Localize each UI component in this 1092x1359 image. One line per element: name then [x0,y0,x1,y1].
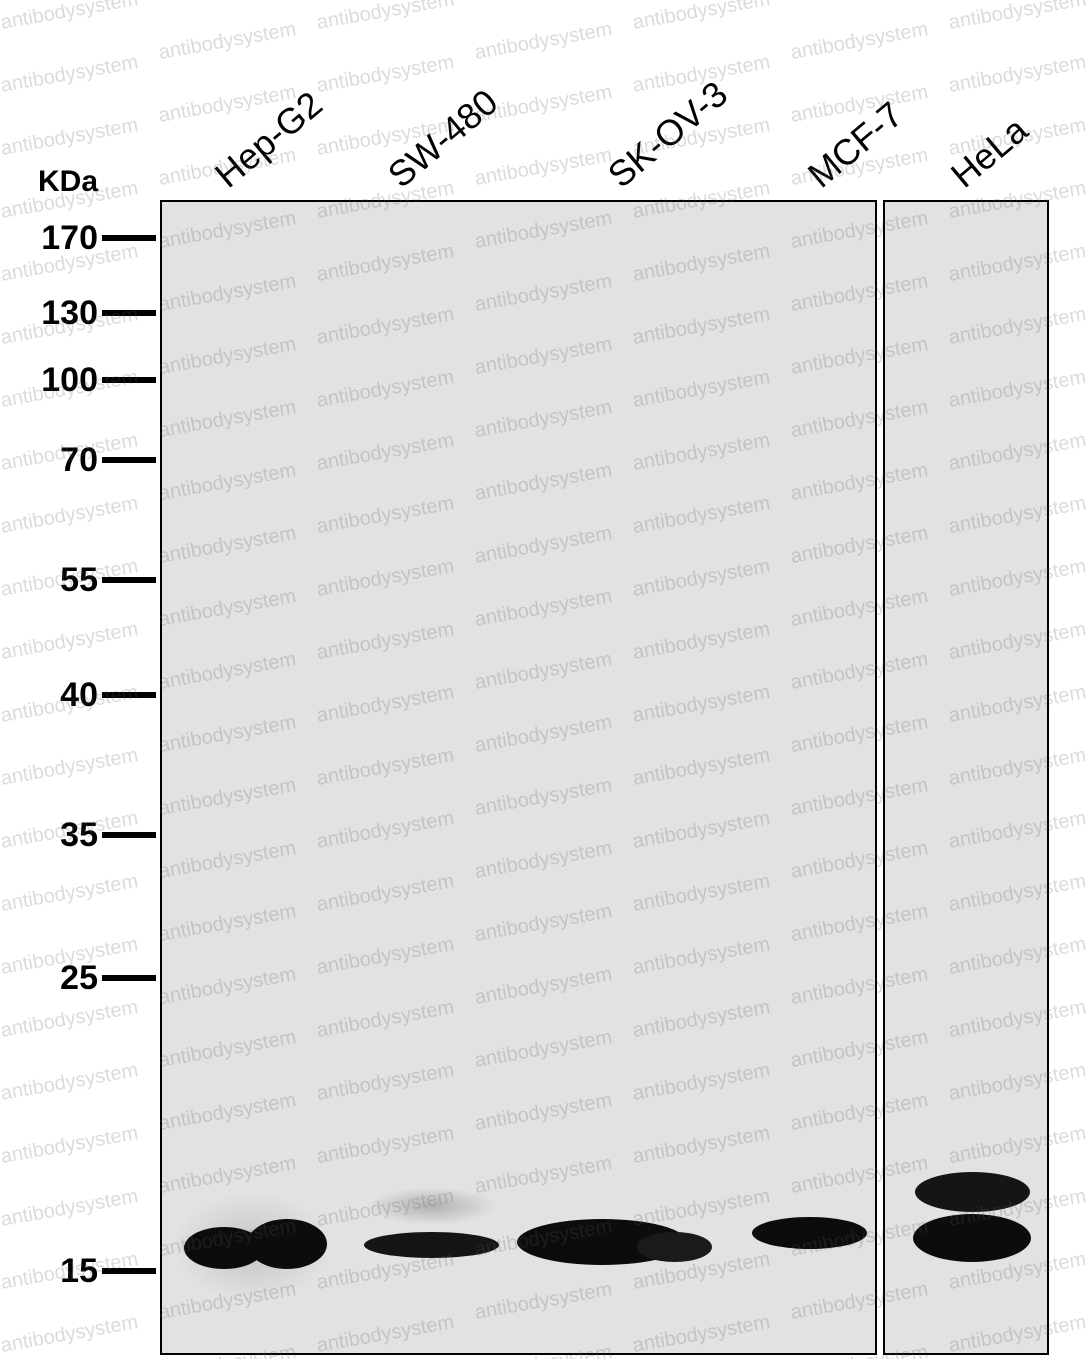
marker-tick [102,457,156,463]
watermark-text: antibodysystem [0,744,140,790]
watermark-text: antibodysystem [157,18,298,64]
marker-100: 100 [0,360,158,400]
watermark-text: antibodysystem [315,51,456,97]
marker-label: 25 [60,959,98,997]
watermark-text: antibodysystem [0,1122,140,1168]
marker-label: 35 [60,816,98,854]
marker-label: 15 [60,1252,98,1290]
marker-label: 70 [60,441,98,479]
marker-70: 70 [0,440,158,480]
band-hela-upper [915,1172,1030,1212]
watermark-text: antibodysystem [0,618,140,664]
marker-label: 100 [41,361,98,399]
watermark-text: antibodysystem [473,144,614,190]
blot-panel-main [160,200,877,1355]
lane-label-hela: HeLa [942,108,1036,196]
marker-tick [102,832,156,838]
band-sw-480-upper [367,1187,497,1225]
band-hep-g2 [247,1219,327,1269]
watermark-text: antibodysystem [947,51,1088,97]
watermark-text: antibodysystem [789,18,930,64]
marker-35: 35 [0,815,158,855]
marker-170: 170 [0,218,158,258]
marker-tick [102,377,156,383]
marker-55: 55 [0,560,158,600]
watermark-text: antibodysystem [0,0,140,34]
watermark-text: antibodysystem [0,114,140,160]
watermark-text: antibodysystem [0,1185,140,1231]
marker-label: 170 [41,219,98,257]
lane-label-sw-480: SW-480 [379,80,506,196]
marker-tick [102,975,156,981]
marker-tick [102,1268,156,1274]
watermark-text: antibodysystem [0,1059,140,1105]
band-sw-480 [364,1232,499,1258]
watermark-text: antibodysystem [0,870,140,916]
marker-25: 25 [0,958,158,998]
watermark-text: antibodysystem [0,51,140,97]
lane-label-sk-ov-3: SK-OV-3 [599,72,736,196]
band-mcf-7 [752,1217,867,1249]
marker-label: 40 [60,676,98,714]
marker-label: 130 [41,294,98,332]
watermark-text: antibodysystem [631,0,772,34]
watermark-text: antibodysystem [0,996,140,1042]
watermark-text: antibodysystem [0,492,140,538]
watermark-text: antibodysystem [473,18,614,64]
marker-15: 15 [0,1251,158,1291]
lane-label-mcf-7: MCF-7 [799,93,911,196]
band-sk-ov-3 [637,1232,712,1262]
marker-label: 55 [60,561,98,599]
marker-tick [102,235,156,241]
lane-label-hep-g2: Hep-G2 [206,83,330,196]
marker-tick [102,692,156,698]
watermark-text: antibodysystem [947,0,1088,34]
watermark-text: antibodysystem [315,0,456,34]
marker-130: 130 [0,293,158,333]
blot-panel-hela [883,200,1049,1355]
marker-tick [102,577,156,583]
band-hela-lower [913,1214,1031,1262]
unit-label: KDa [38,165,99,198]
marker-40: 40 [0,675,158,715]
marker-tick [102,310,156,316]
watermark-text: antibodysystem [0,1311,140,1357]
